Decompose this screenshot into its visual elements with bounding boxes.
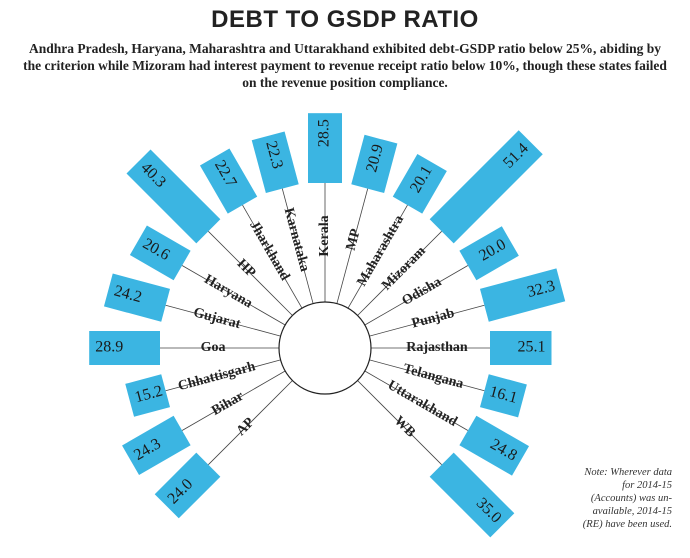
bar xyxy=(490,331,552,365)
bar xyxy=(89,331,160,365)
spoke xyxy=(336,188,369,304)
spoke xyxy=(357,231,442,316)
spoke xyxy=(357,380,442,465)
bar xyxy=(459,415,530,476)
bar xyxy=(199,148,258,214)
spoke xyxy=(364,265,469,326)
spoke xyxy=(281,188,314,304)
value-label: 20.9 xyxy=(363,143,387,174)
category-label: Punjab xyxy=(410,306,456,332)
bar xyxy=(129,225,191,281)
spoke xyxy=(165,304,281,337)
spoke xyxy=(347,204,408,309)
spoke xyxy=(364,370,469,431)
chart-subtitle: Andhra Pradesh, Haryana, Maharashtra and… xyxy=(23,41,667,90)
spoke xyxy=(369,359,485,392)
bar xyxy=(429,130,543,244)
value-label: 28.5 xyxy=(316,119,333,147)
bar xyxy=(103,273,171,322)
bar xyxy=(251,131,299,194)
spoke xyxy=(208,231,293,316)
spoke xyxy=(208,380,293,465)
bar xyxy=(154,452,221,519)
value-label: 28.9 xyxy=(95,339,123,356)
category-label: Rajasthan xyxy=(406,340,468,355)
category-label: MP xyxy=(344,227,364,252)
category-label: Telangana xyxy=(401,361,465,391)
bar xyxy=(479,374,527,418)
category-label: Goa xyxy=(201,340,226,355)
spoke xyxy=(181,265,286,326)
bar xyxy=(479,268,566,322)
chart-title: DEBT TO GSDP RATIO xyxy=(211,6,479,33)
category-label: Chhattisgarh xyxy=(176,359,257,394)
bar xyxy=(122,415,191,475)
value-label: 24.2 xyxy=(112,282,143,306)
value-label: 15.2 xyxy=(133,383,164,407)
value-label: 25.1 xyxy=(517,339,545,356)
bar xyxy=(429,452,515,538)
category-label: Gujarat xyxy=(192,305,243,332)
spoke xyxy=(165,359,281,392)
bar xyxy=(308,113,342,183)
value-label: 22.3 xyxy=(262,139,286,170)
bar xyxy=(125,374,171,417)
spoke xyxy=(369,304,485,337)
note: Note: Wherever data for 2014-15 (Account… xyxy=(582,467,672,530)
bar xyxy=(126,149,221,244)
bar xyxy=(351,134,398,194)
bar xyxy=(392,153,447,214)
value-label: 32.3 xyxy=(526,277,557,301)
category-label: Bihar xyxy=(209,389,246,419)
bar xyxy=(459,226,519,281)
category-label: Kerala xyxy=(317,215,332,256)
spoke xyxy=(181,370,286,431)
category-label: Odisha xyxy=(400,275,445,309)
value-label: 16.1 xyxy=(488,383,519,407)
spoke xyxy=(242,204,303,309)
center-circle xyxy=(278,301,372,395)
